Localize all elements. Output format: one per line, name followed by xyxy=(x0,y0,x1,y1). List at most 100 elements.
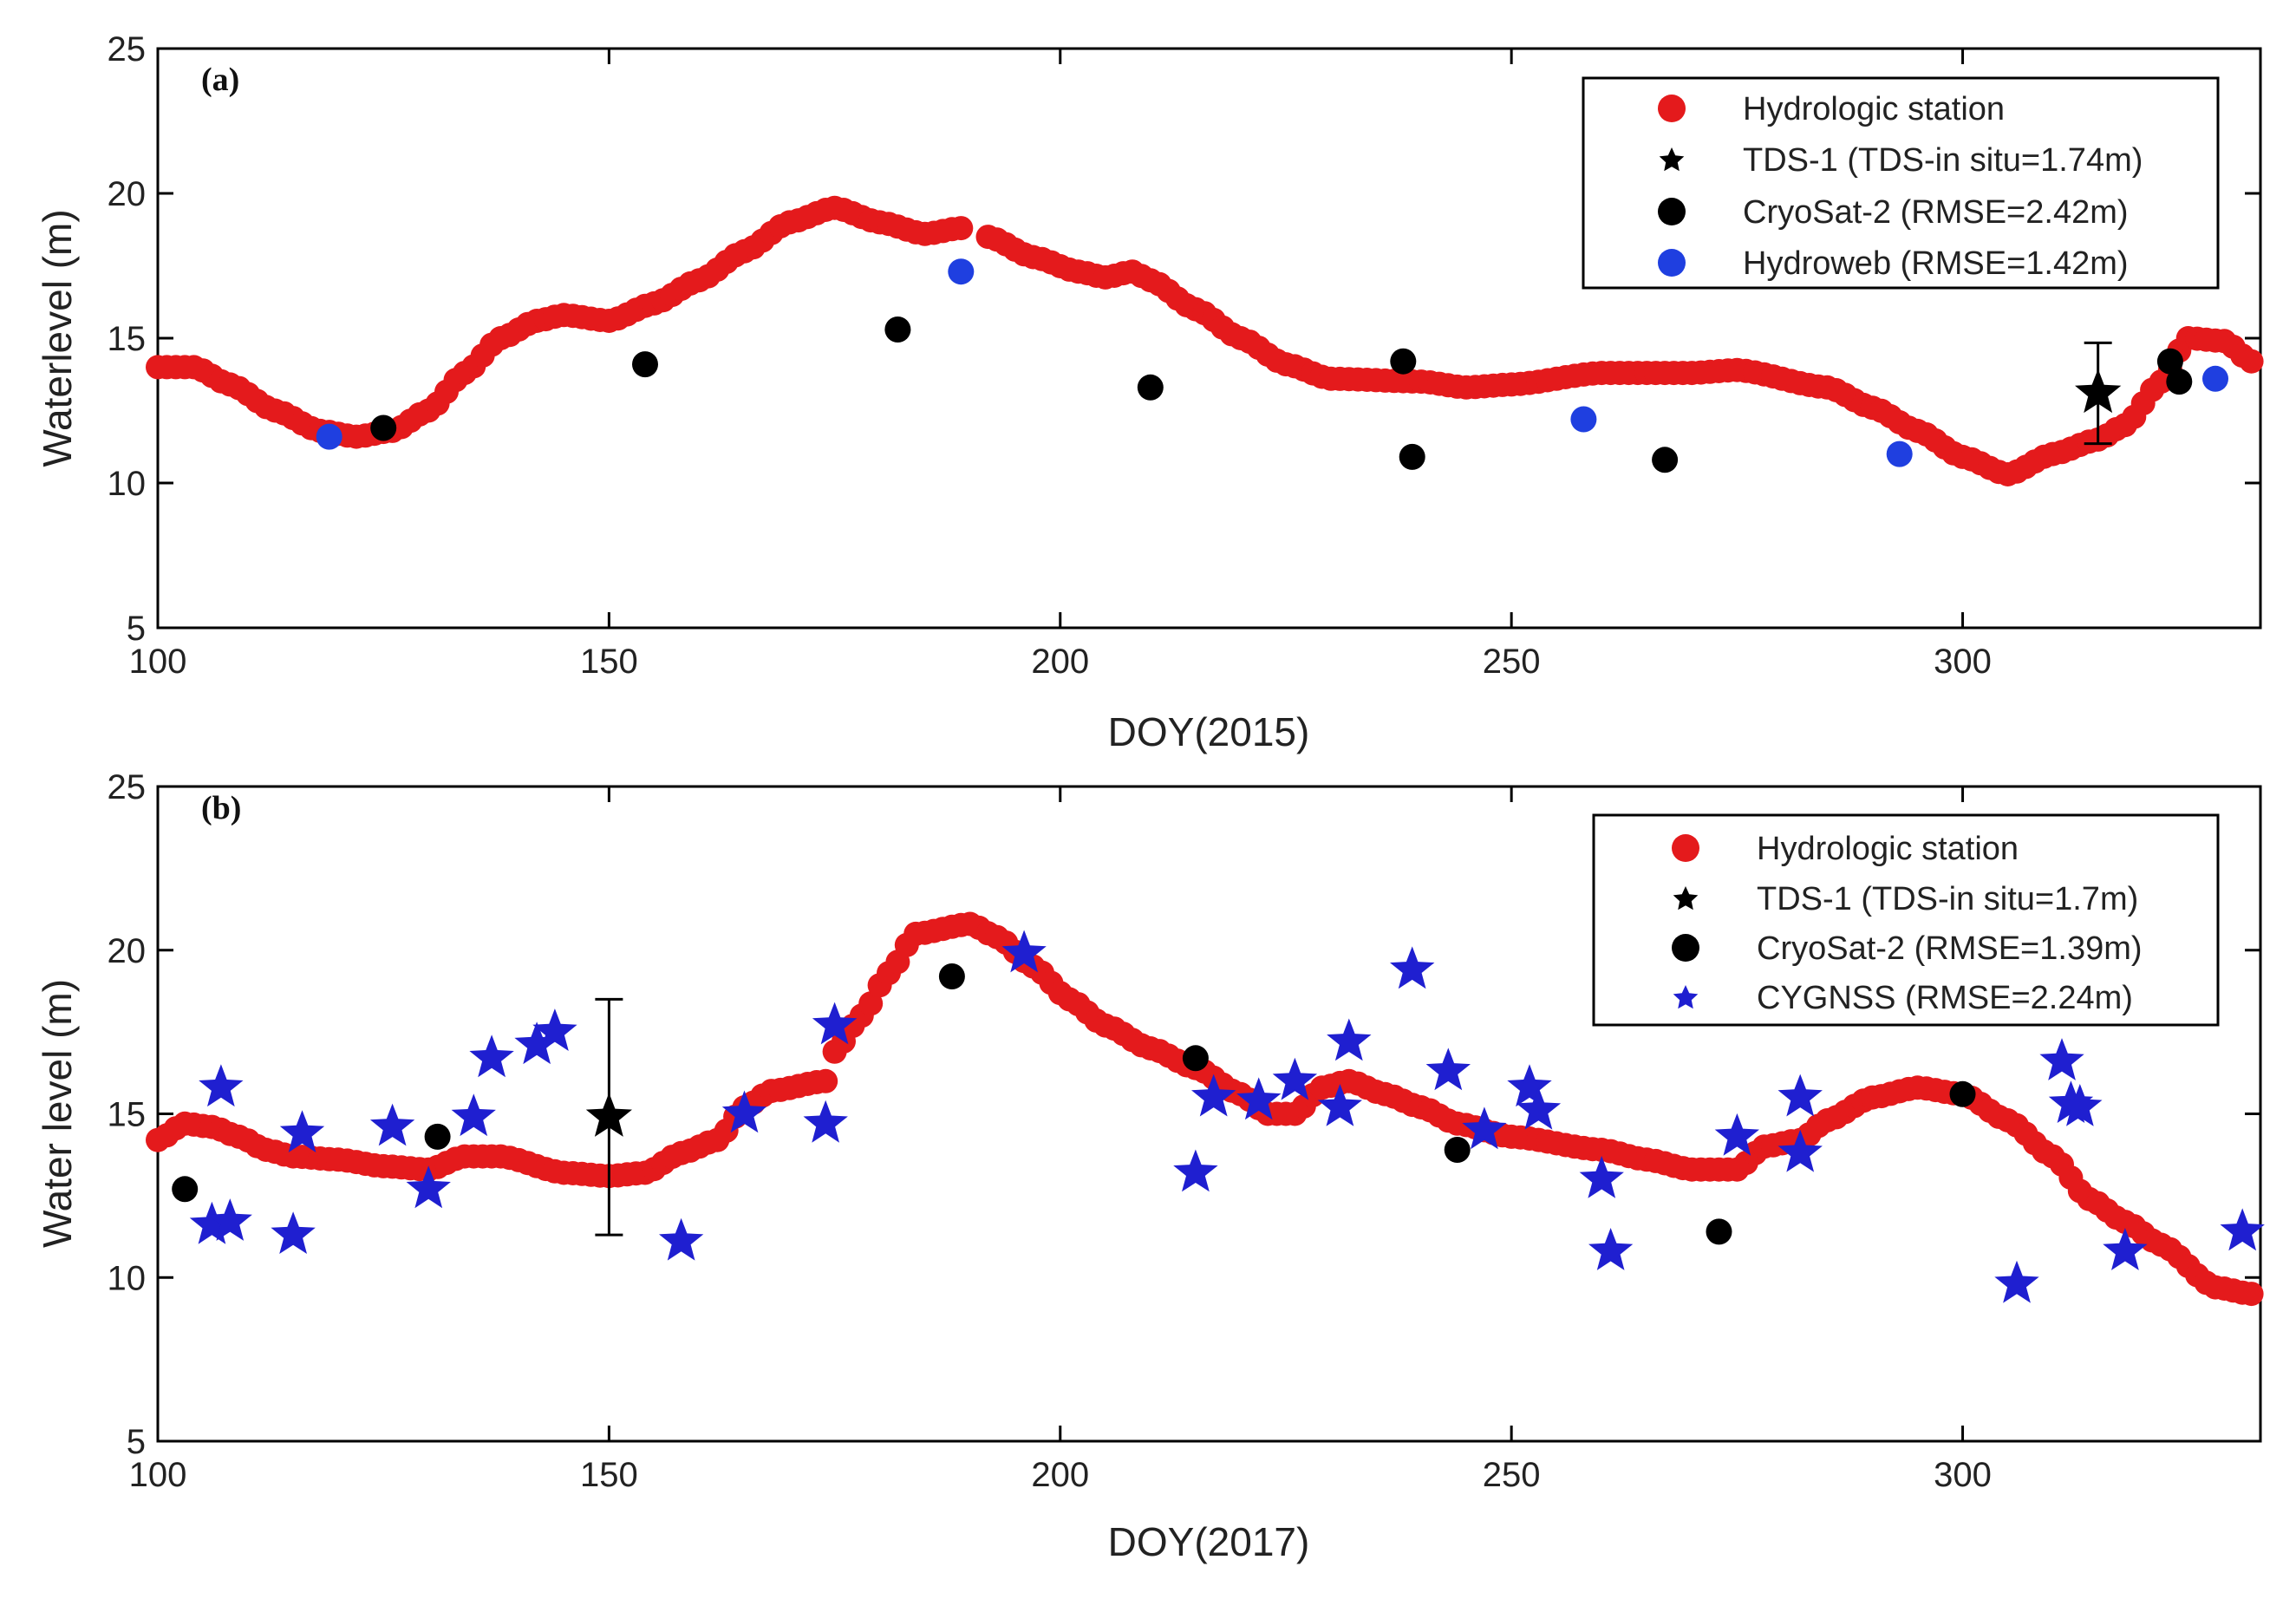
legend: Hydrologic station TDS-1 (TDS-in situ=1.… xyxy=(1592,813,2220,1027)
legend-entry-0: Hydrologic station xyxy=(1757,831,2019,867)
cygnss-point xyxy=(271,1211,316,1254)
cryosat2-point xyxy=(424,1123,451,1150)
series-2 xyxy=(172,963,1976,1245)
cygnss-point xyxy=(1714,1113,1759,1156)
legend-entry-0: Hydrologic station xyxy=(1743,91,2005,127)
panel-b: 100 150 200 250 300 5 10 15 20 25 (b) DOY(2017) W… xyxy=(35,768,2265,1564)
cryosat2-point xyxy=(938,963,965,989)
cryosat2-point xyxy=(370,414,397,441)
cygnss-point xyxy=(189,1201,235,1244)
legend-symbol-2 xyxy=(1658,198,1686,225)
cryosat2-point xyxy=(1182,1045,1209,1072)
cygnss-point xyxy=(2039,1038,2084,1080)
legend-entry-1: TDS-1 (TDS-in situ=1.74m) xyxy=(1743,142,2143,179)
cygnss-point xyxy=(1001,930,1047,973)
cryosat2-point xyxy=(1652,447,1679,473)
axis-ticks: 100 150 200 250 300 5 10 15 20 25 xyxy=(108,768,2260,1494)
cygnss-point xyxy=(803,1100,848,1143)
x-tick-label: 150 xyxy=(580,1456,638,1494)
hydroweb-point xyxy=(948,258,975,285)
series-3 xyxy=(189,930,2265,1303)
cygnss-point xyxy=(1777,1129,1823,1172)
legend-entry-1: TDS-1 (TDS-in situ=1.7m) xyxy=(1757,881,2138,917)
legend-symbol-0 xyxy=(1672,834,1699,862)
legend-symbol-3 xyxy=(1658,249,1686,277)
chart-marks xyxy=(146,195,2264,486)
y-tick-label: 25 xyxy=(108,768,147,806)
cryosat2-point xyxy=(632,351,658,378)
cygnss-point xyxy=(451,1093,496,1137)
hydroweb-point xyxy=(2202,365,2228,392)
series-1 xyxy=(2075,341,2122,446)
x-tick-label: 300 xyxy=(1934,643,1992,681)
x-axis-label: DOY(2017) xyxy=(1108,1519,1310,1564)
cygnss-point xyxy=(1191,1074,1236,1117)
y-axis-label: Water level (m) xyxy=(35,979,80,1248)
cygnss-point xyxy=(1777,1074,1823,1117)
hydroweb-point xyxy=(316,423,342,450)
legend-entry-2: CryoSat-2 (RMSE=1.39m) xyxy=(1757,930,2143,967)
cygnss-point xyxy=(279,1110,325,1152)
axis-ticks: 100 150 200 250 300 5 10 15 20 25 xyxy=(108,30,2260,681)
y-tick-label: 5 xyxy=(127,610,146,648)
legend-symbol-1 xyxy=(1659,147,1685,172)
x-tick-label: 250 xyxy=(1483,1456,1541,1494)
y-tick-label: 10 xyxy=(108,465,147,503)
x-tick-label: 300 xyxy=(1934,1456,1992,1494)
y-tick-label: 5 xyxy=(127,1423,146,1461)
cryosat2-point xyxy=(1390,348,1417,375)
y-tick-label: 25 xyxy=(108,30,147,69)
y-tick-label: 20 xyxy=(108,932,147,970)
panel-label: (a) xyxy=(201,62,239,98)
legend: Hydrologic station TDS-1 (TDS-in situ=1.… xyxy=(1582,76,2220,290)
hydrologic-station-point xyxy=(858,991,884,1016)
hydrologic-station-point xyxy=(2239,349,2264,374)
series-3 xyxy=(316,258,2228,467)
y-tick-label: 15 xyxy=(108,1096,147,1134)
legend-box xyxy=(1582,76,2220,290)
cygnss-point xyxy=(514,1021,559,1065)
legend-symbol-2 xyxy=(1672,934,1699,962)
legend-entry-2: CryoSat-2 (RMSE=2.42m) xyxy=(1743,194,2129,231)
cygnss-point xyxy=(1317,1084,1363,1126)
hydroweb-point xyxy=(1570,406,1597,433)
cygnss-point xyxy=(406,1165,451,1209)
x-axis-label: DOY(2015) xyxy=(1108,709,1310,754)
cygnss-point xyxy=(1516,1087,1562,1130)
cygnss-point xyxy=(1425,1048,1471,1091)
cygnss-point xyxy=(659,1217,704,1261)
x-tick-label: 200 xyxy=(1031,643,1089,681)
series-1 xyxy=(585,997,632,1237)
cygnss-point xyxy=(207,1198,252,1241)
cygnss-point xyxy=(1507,1064,1552,1107)
series-2 xyxy=(370,317,2193,473)
y-tick-label: 15 xyxy=(108,320,147,358)
cryosat2-point xyxy=(1444,1137,1471,1163)
x-tick-label: 150 xyxy=(580,643,638,681)
cygnss-point xyxy=(1272,1057,1318,1100)
cryosat2-point xyxy=(1949,1080,1976,1107)
hydrologic-station-point xyxy=(949,216,974,241)
cygnss-point xyxy=(199,1064,244,1107)
legend-entry-3: CYGNSS (RMSE=2.24m) xyxy=(1757,980,2133,1016)
cygnss-point xyxy=(1462,1106,1507,1150)
legend-symbol-1 xyxy=(1673,886,1699,910)
cryosat2-point xyxy=(1399,443,1425,470)
cygnss-point xyxy=(2220,1208,2265,1251)
cygnss-point xyxy=(1173,1149,1218,1192)
cygnss-point xyxy=(2103,1228,2148,1270)
cygnss-point xyxy=(369,1103,415,1146)
cygnss-point xyxy=(2058,1084,2103,1126)
hydrologic-station-point xyxy=(2239,1282,2264,1307)
x-tick-label: 250 xyxy=(1483,643,1541,681)
cygnss-point xyxy=(469,1034,514,1078)
y-tick-label: 20 xyxy=(108,175,147,213)
y-axis-label: Waterlevel (m) xyxy=(35,209,80,467)
cygnss-point xyxy=(1327,1018,1372,1061)
cryosat2-point xyxy=(1137,374,1164,401)
y-tick-label: 10 xyxy=(108,1259,147,1297)
tds1-point xyxy=(2075,369,2122,414)
hydrologic-station-point xyxy=(813,1068,838,1093)
panel-label: (b) xyxy=(201,790,241,826)
tds1-point xyxy=(585,1093,632,1137)
